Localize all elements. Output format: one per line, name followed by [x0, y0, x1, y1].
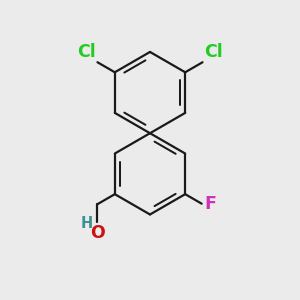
Text: H: H	[80, 216, 92, 231]
Text: F: F	[204, 195, 216, 213]
Text: Cl: Cl	[77, 44, 96, 62]
Text: Cl: Cl	[204, 44, 223, 62]
Text: O: O	[90, 224, 105, 242]
